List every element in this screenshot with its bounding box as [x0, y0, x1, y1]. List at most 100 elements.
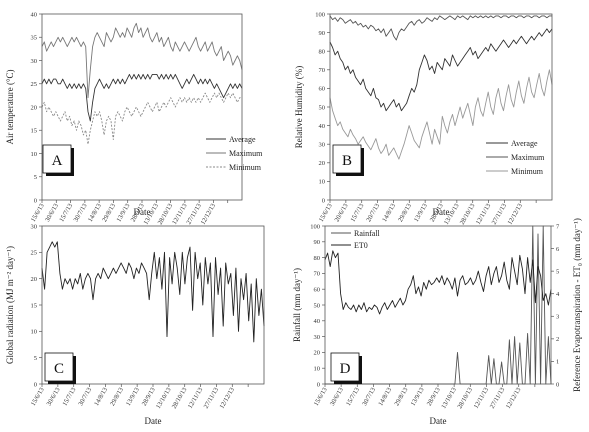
- panel-d-series-et0: [324, 250, 552, 315]
- panel-d-xtick-label: 27/11/13: [489, 386, 506, 409]
- panel-b-legend: Average Maximum Minimum: [486, 139, 545, 176]
- panel-b-xtick-label: 13/9/13: [413, 203, 429, 224]
- panel-a-series-layer: [41, 22, 243, 145]
- panel-d-ytick-label: 20: [314, 350, 321, 357]
- panel-d-xtick-label: 29/8/13: [393, 387, 409, 408]
- panel-d-xtick-label: 14/8/13: [377, 387, 393, 408]
- panel-a-ytick-label: 10: [31, 151, 38, 158]
- panel-c-xtick-label: 15/6/13: [30, 387, 46, 408]
- panel-c-ytick-label: 5: [34, 355, 37, 362]
- panel-d-ytick-right-label: 6: [556, 246, 560, 253]
- panel-b-ytick-label: 90: [319, 30, 326, 37]
- panel-b-xtick-label: 29/8/13: [397, 203, 413, 224]
- panel-c-series-layer: [41, 241, 265, 343]
- panel-c: 0 5 10 15 20 25 30 15/6/13 30/6/13 15/7/13 30/7/1…: [5, 223, 265, 426]
- panel-d-ylabel: Rainfall (mm day⁻¹): [292, 268, 302, 342]
- panel-d-ytick-right-label: 7: [556, 223, 560, 230]
- panel-a-legend-label-minimum: Minimum: [229, 163, 262, 172]
- panel-d-ytick-label: 90: [314, 239, 321, 246]
- panel-d-ytick-right-label: 4: [556, 291, 560, 298]
- panel-c-xtick-label: 13/9/13: [125, 387, 141, 408]
- panel-b-ytick-label: 10: [319, 179, 326, 186]
- panel-d-letter-background: [330, 352, 360, 382]
- panel-b-xtick-label: 15/6/13: [318, 203, 334, 224]
- panel-b-ytick-label: 80: [319, 49, 326, 56]
- panel-a-letter-background: [42, 144, 72, 174]
- panel-b-legend-label-minimum: Minimum: [511, 167, 544, 176]
- panel-d-ytick-label: 30: [314, 334, 321, 341]
- panel-a-legend-label-maximum: Maximum: [229, 149, 263, 158]
- panel-a-xlabel: Date: [134, 207, 151, 217]
- panel-c-ylabel: Global radiation (MJ m⁻² day⁻¹): [5, 246, 15, 364]
- panel-c-letter-background: [44, 352, 74, 382]
- panel-d-ytick-right-label: 3: [556, 314, 559, 321]
- panel-a-ytick-label: 0: [34, 197, 37, 204]
- panel-b-xtick-label: 20/7/13: [365, 203, 381, 224]
- panel-d-xtick-label: 28/9/13: [426, 387, 442, 408]
- panel-a-ytick-label: 30: [31, 58, 38, 65]
- panel-c-xtick-label: 29/8/13: [109, 387, 125, 408]
- panel-d-xtick-label: 12/12/13: [505, 387, 523, 411]
- panel-a-legend-label-average: Average: [229, 135, 256, 144]
- panel-d-ytick-label: 60: [314, 287, 321, 294]
- panel-d-ylabel-right: Reference Evapotranspiration - ET₀ (mm d…: [572, 218, 582, 392]
- panel-d-legend: Rainfall ET0: [331, 229, 381, 250]
- panel-c-xtick-label: 28/9/13: [141, 387, 157, 408]
- panel-c-xtick-label: 30/7/13: [77, 387, 93, 408]
- panel-a-ytick-label: 20: [31, 104, 38, 111]
- panel-b-ytick-label: 0: [322, 197, 325, 204]
- panel-b-xtick-label: 15/7/13: [349, 203, 365, 224]
- panel-b-ytick-label: 40: [319, 123, 326, 130]
- panel-b-ytick-label: 30: [319, 142, 326, 149]
- panel-a-series-maximum: [41, 22, 243, 99]
- panel-c-letter: C: [54, 361, 64, 377]
- panel-a-ytick-label: 40: [31, 11, 38, 18]
- panel-c-ytick-label: 25: [31, 250, 38, 257]
- panel-d-ytick-label: 70: [314, 271, 321, 278]
- panel-b-xtick-label: 12/12/13: [506, 203, 524, 227]
- panel-c-letter-box: C: [44, 352, 76, 384]
- panel-b-ytick-label: 50: [319, 104, 326, 111]
- panel-d-xtick-label: 13/9/13: [410, 387, 426, 408]
- panel-d-ytick-label: 40: [314, 318, 321, 325]
- panel-c-ytick-label: 15: [31, 302, 38, 309]
- panel-d-xtick-label: 28/10/13: [456, 387, 474, 411]
- panel-d-xtick-label: 15/7/13: [345, 387, 361, 408]
- panel-d-y-axis: 0 10 20 30 40 50 60 70 80 90 100: [310, 223, 325, 388]
- panel-d-xtick-label: 30/6/13: [329, 387, 345, 408]
- panel-b-letter: B: [342, 153, 352, 169]
- panel-d-legend-label-et0: ET0: [354, 241, 368, 250]
- panel-a: 0 5 10 15 20 25 30 35 40 15/6/1330/6/1315/7/1330…: [5, 11, 263, 226]
- panel-d-legend-label-rainfall: Rainfall: [354, 229, 381, 238]
- panel-d-ytick-right-label: 1: [556, 359, 559, 366]
- panel-b-ytick-label: 100: [315, 11, 325, 18]
- panel-c-ytick-label: 0: [34, 381, 37, 388]
- panel-c-xtick-label: 14/8/13: [93, 387, 109, 408]
- panel-b-ytick-label: 20: [319, 160, 326, 167]
- panel-d-ytick-label: 50: [314, 302, 321, 309]
- panel-d-letter: D: [340, 361, 351, 377]
- panel-b-series-layer: [329, 15, 553, 160]
- panel-d-xlabel: Date: [430, 416, 447, 426]
- panel-a-ytick-label: 5: [34, 174, 37, 181]
- panel-b-legend-label-average: Average: [511, 139, 538, 148]
- panel-d-ytick-right-label: 2: [556, 336, 559, 343]
- panel-b-letter-box: B: [332, 144, 364, 176]
- panel-a-legend: Average Maximum Minimum: [206, 135, 263, 172]
- panel-c-ytick-label: 30: [31, 223, 38, 230]
- panel-d-xtick-label: 30/7/13: [361, 387, 377, 408]
- panel-a-ytick-label: 35: [31, 35, 38, 42]
- panel-c-ytick-label: 20: [31, 276, 38, 283]
- panel-d-ytick-right-label: 0: [556, 381, 559, 388]
- panel-b-xtick-label: 14/8/13: [381, 203, 397, 224]
- panel-d-xtick-label: 13/10/13: [440, 387, 458, 411]
- panel-a-ytick-label: 15: [31, 128, 38, 135]
- panel-c-xtick-label: 30/6/13: [46, 387, 62, 408]
- panel-d-y-axis-right: 0 1 2 3 4 5 6 7: [551, 223, 560, 388]
- panel-a-letter: A: [52, 153, 63, 169]
- panel-b-legend-label-maximum: Maximum: [511, 153, 545, 162]
- panel-a-letter-box: A: [42, 144, 74, 176]
- panel-b-ytick-label: 70: [319, 67, 326, 74]
- panel-d-ytick-label: 80: [314, 255, 321, 262]
- panel-b-series-maximum: [329, 15, 552, 41]
